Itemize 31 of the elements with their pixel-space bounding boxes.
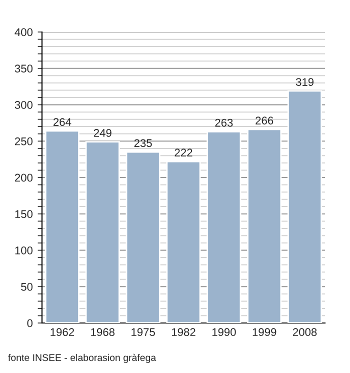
- y-tick-label: 0: [27, 319, 33, 328]
- source-note: fonte INSEE - elaborasion gràfega: [8, 354, 156, 363]
- x-tick-label: 1982: [172, 328, 196, 336]
- y-tick-label: 150: [15, 210, 33, 218]
- bar: [288, 90, 322, 323]
- y-tick-label: 400: [14, 28, 33, 36]
- bar: [85, 141, 120, 323]
- y-tick-label: 350: [14, 64, 33, 73]
- data-label: 264: [54, 118, 72, 126]
- x-tick-label: 1968: [91, 328, 115, 336]
- data-label: 249: [94, 129, 112, 137]
- bar: [247, 128, 282, 323]
- data-label: 235: [134, 139, 152, 148]
- x-tick-label: 1962: [50, 328, 74, 336]
- y-tick-label: 300: [14, 101, 33, 109]
- y-tick-label: 200: [14, 174, 33, 182]
- data-label: 222: [174, 148, 192, 156]
- data-label: 266: [256, 116, 274, 125]
- x-tick-label: 1975: [132, 328, 155, 336]
- y-tick-label: 50: [21, 282, 33, 291]
- x-tick-label: 2008: [292, 328, 317, 336]
- y-tick-label: 100: [15, 246, 33, 254]
- x-tick-label: 1990: [212, 328, 236, 336]
- bar: [126, 151, 160, 323]
- y-tick-label: 250: [14, 137, 33, 146]
- data-label: 263: [215, 118, 233, 127]
- data-label: 319: [296, 78, 314, 86]
- bar: [44, 130, 80, 323]
- x-tick-label: 1999: [252, 328, 276, 336]
- bar: [206, 130, 242, 323]
- bar: [166, 160, 201, 323]
